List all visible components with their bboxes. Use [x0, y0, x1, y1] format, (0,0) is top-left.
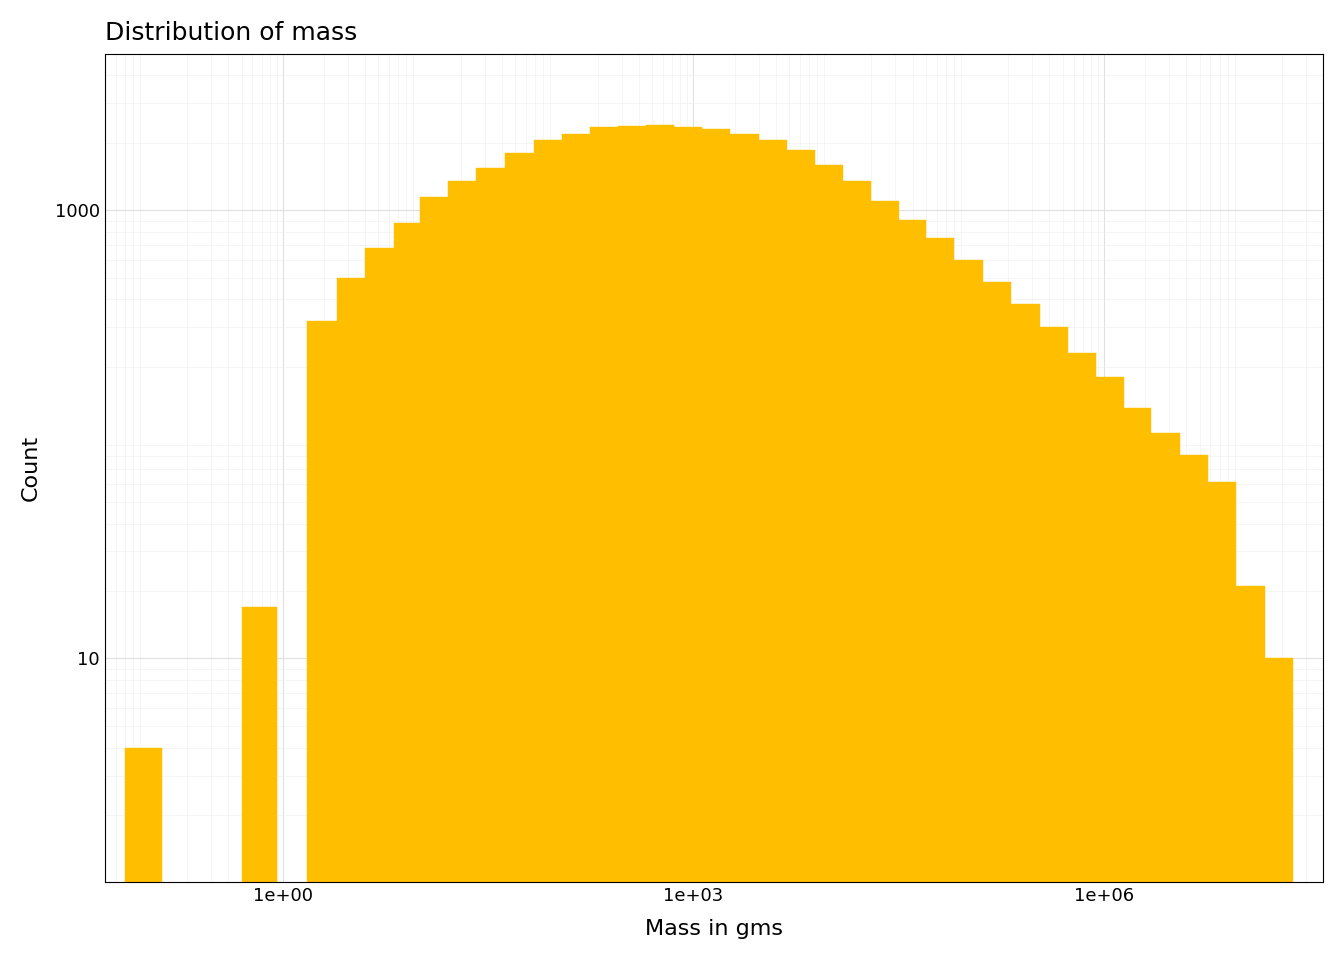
Y-axis label: Count: Count [22, 435, 40, 501]
Bar [1150, 433, 1180, 882]
Bar [844, 181, 871, 882]
Bar [871, 201, 899, 882]
Bar [1040, 327, 1068, 882]
Bar [730, 133, 758, 882]
Text: Distribution of mass: Distribution of mass [105, 21, 358, 45]
Bar [125, 748, 161, 882]
Bar [899, 221, 926, 882]
Bar [534, 140, 562, 882]
X-axis label: Mass in gms: Mass in gms [645, 919, 784, 939]
Bar [366, 248, 394, 882]
Bar [1124, 408, 1150, 882]
Bar [306, 321, 337, 882]
Bar [1208, 483, 1236, 882]
Bar [618, 126, 646, 882]
Bar [337, 277, 366, 882]
Bar [1068, 353, 1097, 882]
Bar [419, 198, 448, 882]
Bar [242, 607, 277, 882]
Bar [954, 260, 982, 882]
Bar [982, 281, 1011, 882]
Bar [702, 130, 730, 882]
Bar [562, 133, 590, 882]
Bar [1265, 659, 1293, 882]
Bar [476, 168, 505, 882]
Bar [673, 127, 702, 882]
Bar [1097, 376, 1124, 882]
Bar [926, 238, 954, 882]
Bar [1011, 304, 1040, 882]
Bar [505, 153, 534, 882]
Bar [1236, 587, 1265, 882]
Bar [590, 127, 618, 882]
Bar [786, 151, 814, 882]
Bar [1180, 455, 1208, 882]
Bar [448, 181, 476, 882]
Bar [646, 125, 673, 882]
Bar [758, 140, 786, 882]
Bar [814, 164, 844, 882]
Bar [394, 223, 419, 882]
